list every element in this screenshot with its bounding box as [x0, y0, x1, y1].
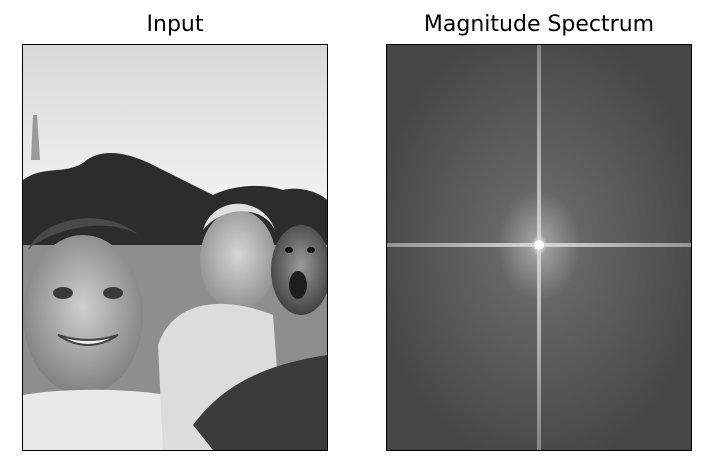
input-title: Input — [146, 12, 204, 37]
dc-component — [534, 240, 544, 250]
magnitude-spectrum-image — [386, 44, 692, 451]
young-man-face — [23, 235, 143, 395]
magnitude-spectrum-title: Magnitude Spectrum — [423, 12, 655, 37]
input-image — [22, 44, 328, 451]
older-man-face — [200, 210, 276, 310]
